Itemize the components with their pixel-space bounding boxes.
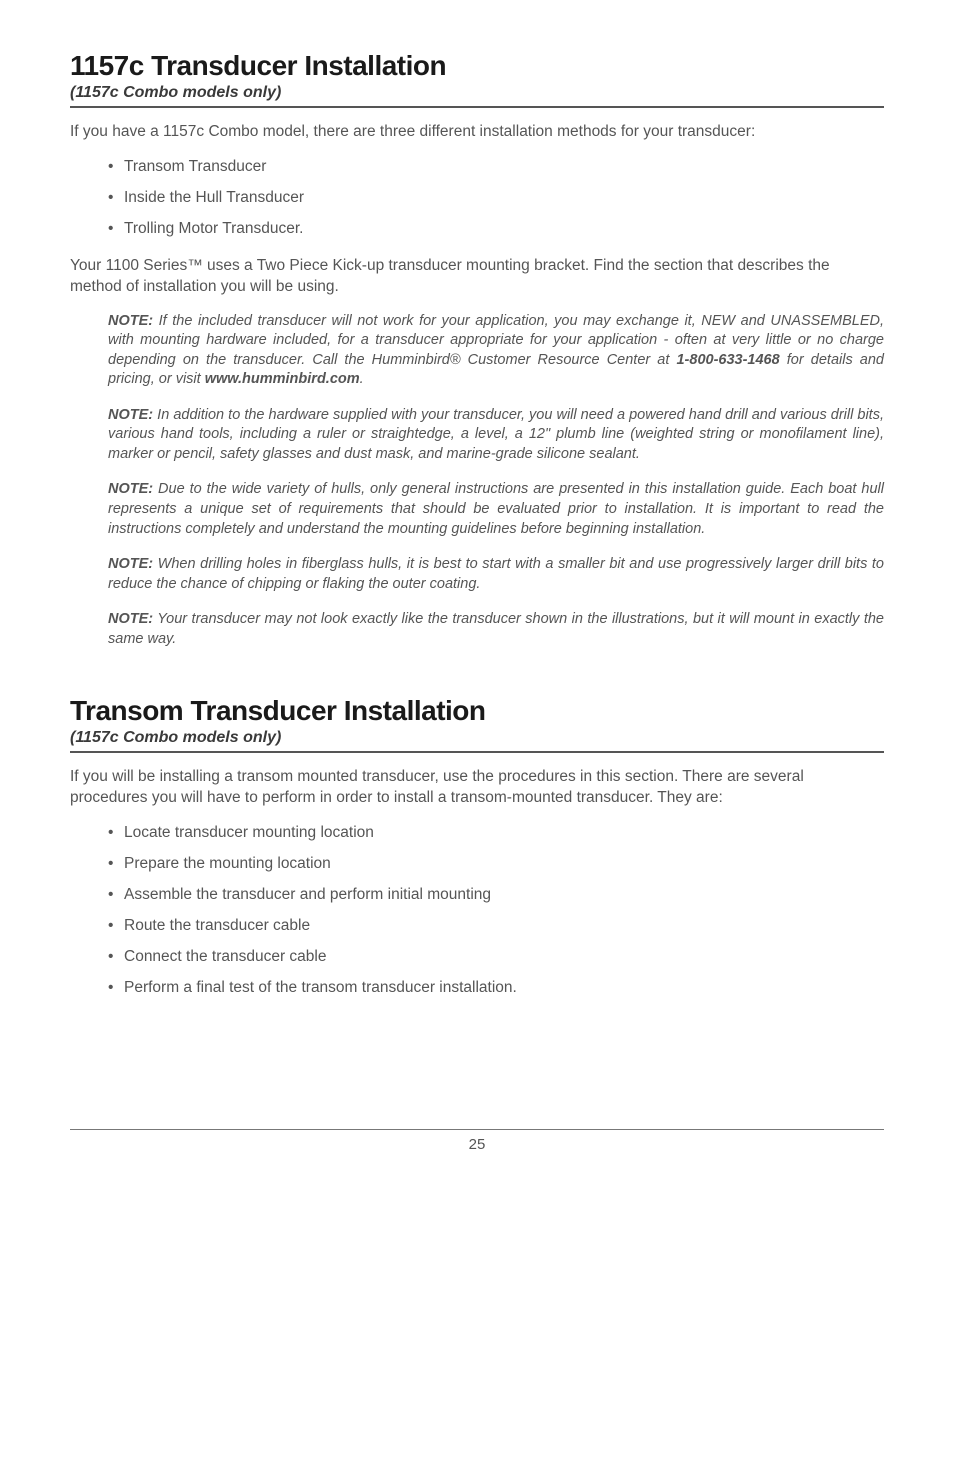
note-text: When drilling holes in fiberglass hulls,…: [108, 556, 884, 592]
note-5: NOTE: Your transducer may not look exact…: [108, 610, 884, 649]
note-lead: NOTE:: [108, 481, 153, 497]
note-phone: 1-800-633-1468: [676, 352, 779, 368]
section-1-heading: 1157c Transducer Installation: [70, 50, 884, 82]
note-lead: NOTE:: [108, 556, 153, 572]
note-4: NOTE: When drilling holes in fiberglass …: [108, 555, 884, 594]
list-item: Transom Transducer: [108, 157, 884, 178]
list-item: Connect the transducer cable: [108, 947, 884, 968]
page-number: 25: [70, 1129, 884, 1153]
note-text: .: [360, 371, 364, 387]
section-1-para-2: Your 1100 Series™ uses a Two Piece Kick-…: [70, 256, 884, 298]
note-1: NOTE: If the included transducer will no…: [108, 312, 884, 390]
section-1-intro: If you have a 1157c Combo model, there a…: [70, 122, 884, 143]
list-item: Trolling Motor Transducer.: [108, 219, 884, 240]
list-item: Route the transducer cable: [108, 916, 884, 937]
note-lead: NOTE:: [108, 611, 153, 627]
note-3: NOTE: Due to the wide variety of hulls, …: [108, 480, 884, 539]
section-2-subtitle: (1157c Combo models only): [70, 729, 884, 753]
list-item: Prepare the mounting location: [108, 854, 884, 875]
note-url: www.humminbird.com: [205, 371, 360, 387]
note-2: NOTE: In addition to the hardware suppli…: [108, 406, 884, 465]
note-lead: NOTE:: [108, 407, 153, 423]
note-lead: NOTE:: [108, 313, 153, 329]
note-text: In addition to the hardware supplied wit…: [108, 407, 884, 462]
list-item: Locate transducer mounting location: [108, 823, 884, 844]
list-item: Perform a final test of the transom tran…: [108, 978, 884, 999]
section-1-subtitle: (1157c Combo models only): [70, 84, 884, 108]
section-2-intro: If you will be installing a transom moun…: [70, 767, 884, 809]
section-2-heading: Transom Transducer Installation: [70, 695, 884, 727]
note-text: Your transducer may not look exactly lik…: [108, 611, 884, 647]
section-1-bullet-list: Transom Transducer Inside the Hull Trans…: [108, 157, 884, 240]
list-item: Assemble the transducer and perform init…: [108, 885, 884, 906]
section-2-bullet-list: Locate transducer mounting location Prep…: [108, 823, 884, 999]
list-item: Inside the Hull Transducer: [108, 188, 884, 209]
note-text: Due to the wide variety of hulls, only g…: [108, 481, 884, 536]
